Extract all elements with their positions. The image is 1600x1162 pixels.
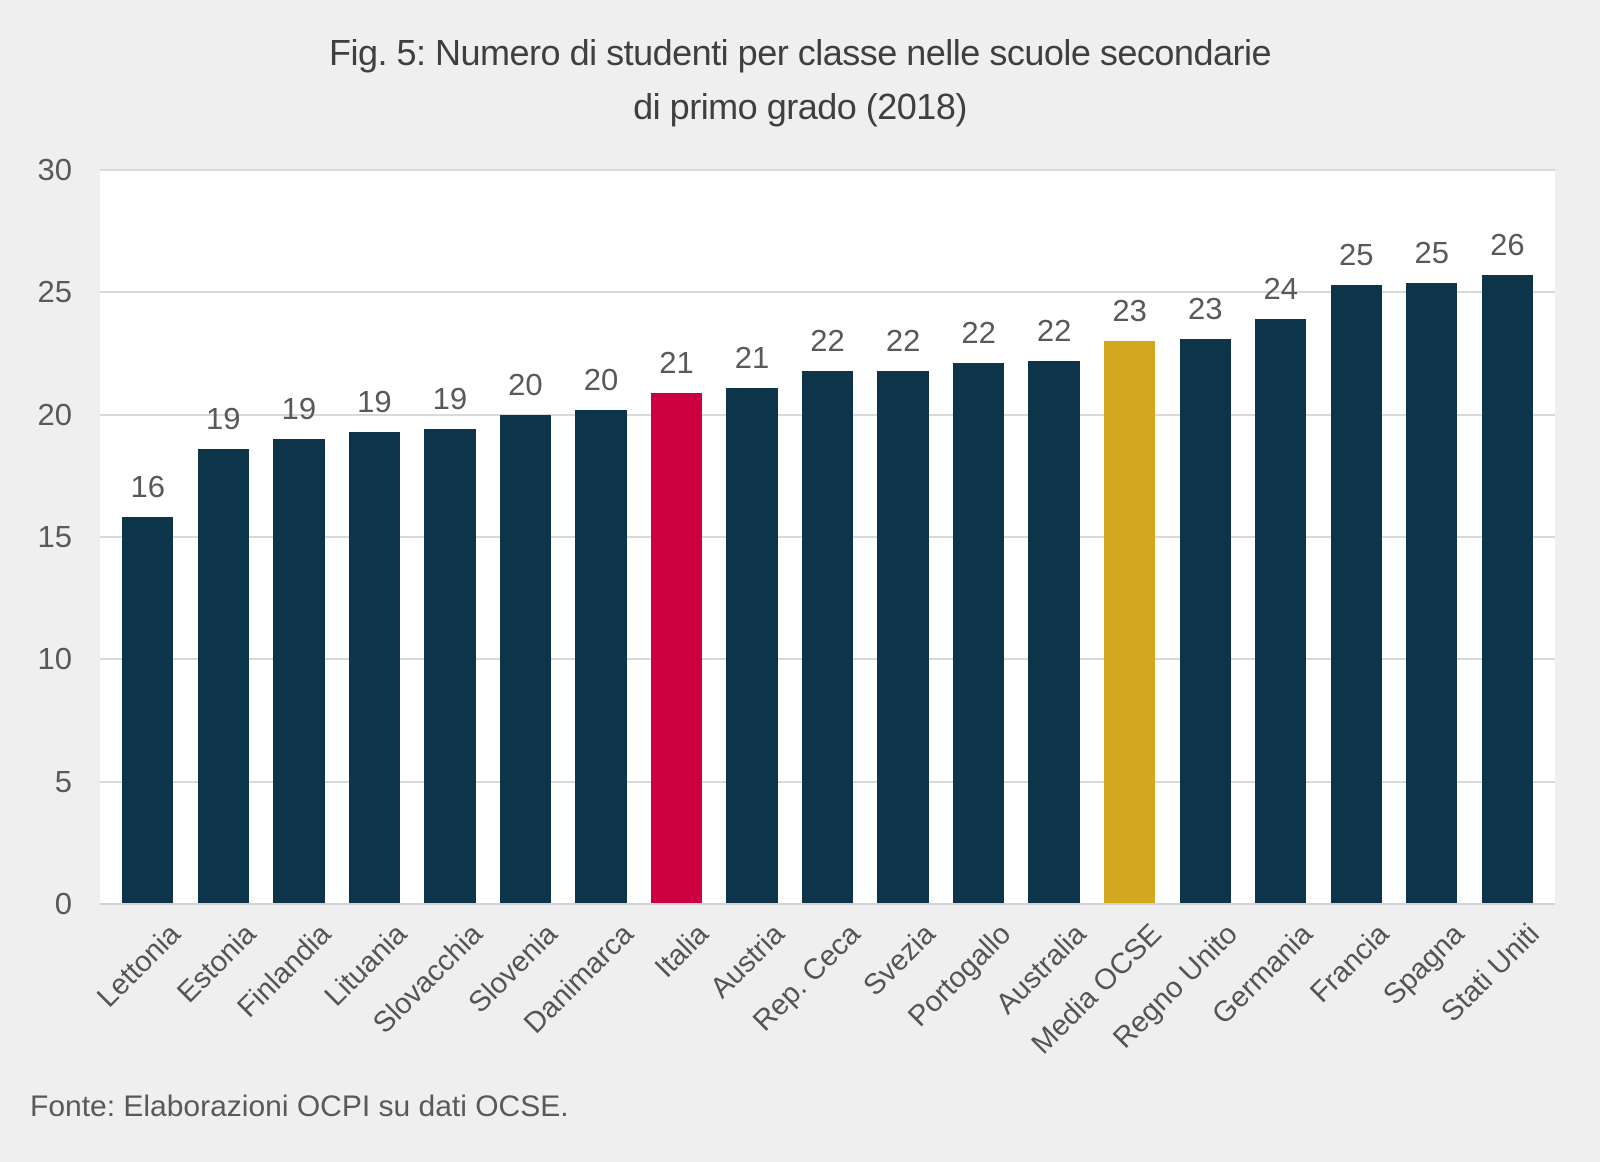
bar-danimarca — [575, 409, 627, 904]
bar-slovenia — [499, 414, 552, 904]
bar-slot-italia: 21 — [639, 170, 715, 904]
bar-regno-unito — [1179, 338, 1231, 904]
x-tick-label-italia: Italia — [649, 918, 716, 984]
bar-slot-svezia: 22 — [865, 170, 941, 904]
bar-value-label-rep-ceca: 22 — [810, 322, 845, 358]
y-tick-label-0: 0 — [54, 886, 72, 921]
bar-chart: 0 5 10 15 20 25 30 16 19 19 19 19 20 20 21 21 22 22 22 22 2… — [0, 152, 1555, 921]
bar-value-label-lettonia: 16 — [130, 469, 165, 505]
bar-svezia — [877, 370, 929, 904]
gridline-25 — [100, 291, 1555, 294]
bar-value-label-stati-uniti: 26 — [1490, 227, 1525, 263]
bar-italia — [650, 392, 703, 904]
x-tick-cell-rep-ceca: Rep. Ceca — [747, 904, 867, 1076]
y-tick-label-25: 25 — [37, 274, 72, 310]
bar-austria — [726, 387, 778, 904]
y-tick-label-5: 5 — [54, 763, 72, 799]
bar-spagna — [1406, 282, 1458, 904]
y-tick-label-20: 20 — [37, 396, 72, 432]
bar-value-label-portogallo: 22 — [961, 315, 996, 351]
chart-title-line1: Fig. 5: Numero di studenti per classe ne… — [328, 32, 1272, 73]
chart-title: Fig. 5: Numero di studenti per classe ne… — [0, 0, 1600, 134]
bar-value-label-austria: 21 — [734, 339, 770, 375]
bar-value-label-svezia: 22 — [885, 322, 921, 358]
bar-slot-rep-ceca: 22 — [790, 170, 866, 904]
bar-slot-lituania: 19 — [337, 170, 413, 904]
x-tick-label-francia: Francia — [1303, 918, 1395, 1010]
bar-finlandia — [273, 439, 325, 904]
bar-slot-finlandia: 19 — [261, 170, 337, 904]
bar-value-label-estonia: 19 — [206, 400, 241, 436]
bar-slot-francia: 25 — [1319, 170, 1395, 904]
bar-germania — [1255, 319, 1307, 904]
bar-value-label-spagna: 25 — [1414, 234, 1450, 270]
bar-lituania — [348, 431, 401, 904]
bar-slot-stati-uniti: 26 — [1470, 170, 1546, 904]
plot-area: 16 19 19 19 19 20 20 21 21 22 22 22 22 23 23 24 25 25 26 — [100, 169, 1555, 905]
y-tick-label-30: 30 — [37, 152, 72, 187]
bars: 16 19 19 19 19 20 20 21 21 22 22 22 22 23 23 24 25 25 26 — [100, 170, 1555, 904]
bar-slot-estonia: 19 — [186, 170, 262, 904]
bar-value-label-germania: 24 — [1263, 271, 1298, 307]
x-tick-cell-danimarca: Danimarca — [518, 904, 640, 1076]
bar-value-label-danimarca: 20 — [583, 361, 619, 397]
x-tick-label-lettonia: Lettonia — [90, 918, 187, 1014]
bar-slot-portogallo: 22 — [941, 170, 1017, 904]
bar-value-label-italia: 21 — [659, 344, 694, 380]
bar-lettonia — [122, 517, 174, 904]
bar-slot-lettonia: 16 — [110, 170, 186, 904]
x-tick-cell-stati-uniti: Stati Uniti — [1436, 904, 1546, 1076]
bar-slot-regno-unito: 23 — [1167, 170, 1243, 904]
bar-value-label-finlandia: 19 — [281, 391, 317, 427]
bar-slovacchia — [424, 429, 476, 904]
bar-slot-germania: 24 — [1243, 170, 1319, 904]
bar-value-label-lituania: 19 — [357, 383, 392, 419]
bar-estonia — [197, 448, 249, 904]
bar-australia — [1028, 360, 1080, 904]
bar-stati-uniti — [1481, 275, 1533, 904]
bar-value-label-australia: 22 — [1036, 312, 1072, 348]
y-tick-label-15: 15 — [37, 519, 72, 554]
x-axis-line — [100, 903, 1555, 905]
bar-slot-slovacchia: 19 — [412, 170, 488, 904]
x-axis-labels: Lettonia Estonia Finlandia Lituania Slovacch… — [91, 904, 1555, 1076]
bar-value-label-francia: 25 — [1339, 237, 1374, 272]
bar-slot-spagna: 25 — [1394, 170, 1470, 904]
bar-value-label-slovacchia: 19 — [432, 381, 468, 417]
x-tick-cell-italia: Italia — [639, 904, 715, 1076]
bar-value-label-slovenia: 20 — [508, 366, 543, 402]
bar-media-ocse — [1103, 341, 1156, 904]
bar-value-label-regno-unito: 23 — [1187, 290, 1223, 326]
gridline-30 — [100, 169, 1555, 171]
bar-value-label-media-ocse: 23 — [1112, 293, 1147, 329]
source-note: Fonte: Elaborazioni OCPI su dati OCSE. — [30, 1090, 569, 1123]
bar-francia — [1330, 285, 1382, 904]
bar-slot-australia: 22 — [1016, 170, 1092, 904]
bar-slot-media-ocse: 23 — [1092, 170, 1168, 904]
bar-rep-ceca — [801, 370, 854, 904]
bar-slot-danimarca: 20 — [563, 170, 639, 904]
chart-title-line2: di primo grado (2018) — [633, 86, 967, 127]
bar-slot-austria: 21 — [714, 170, 790, 904]
bar-portogallo — [952, 363, 1005, 904]
y-axis: 0 5 10 15 20 25 30 — [0, 152, 100, 921]
y-tick-label-10: 10 — [37, 641, 72, 677]
bar-slot-slovenia: 20 — [488, 170, 564, 904]
